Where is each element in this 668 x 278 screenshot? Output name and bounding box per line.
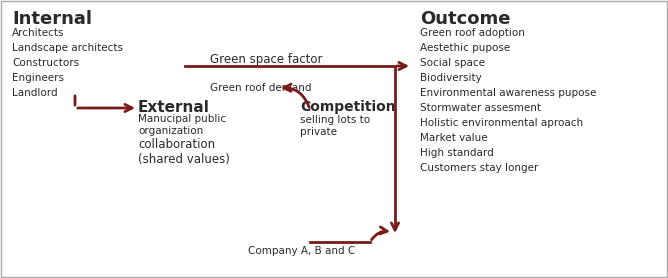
Text: External: External: [138, 100, 210, 115]
Text: Customers stay longer: Customers stay longer: [420, 163, 538, 173]
Text: Outcome: Outcome: [420, 10, 510, 28]
Text: selling lots to
private: selling lots to private: [300, 115, 370, 136]
FancyArrowPatch shape: [284, 84, 309, 107]
Text: Aestethic pupose: Aestethic pupose: [420, 43, 510, 53]
Text: Stormwater assesment: Stormwater assesment: [420, 103, 541, 113]
Text: Architects: Architects: [12, 28, 65, 38]
Text: Green roof demand: Green roof demand: [210, 83, 311, 93]
Text: Company A, B and C: Company A, B and C: [248, 246, 355, 256]
Text: High standard: High standard: [420, 148, 494, 158]
Text: collaboration
(shared values): collaboration (shared values): [138, 138, 230, 166]
Text: Competition: Competition: [300, 100, 395, 114]
Text: Landscape architects: Landscape architects: [12, 43, 123, 53]
FancyArrowPatch shape: [371, 227, 387, 240]
Text: Market value: Market value: [420, 133, 488, 143]
Text: Green space factor: Green space factor: [210, 53, 323, 66]
Text: Manucipal public
organization: Manucipal public organization: [138, 114, 226, 136]
Text: Landlord: Landlord: [12, 88, 57, 98]
Text: Engineers: Engineers: [12, 73, 64, 83]
Text: Environmental awareness pupose: Environmental awareness pupose: [420, 88, 597, 98]
Text: Green roof adoption: Green roof adoption: [420, 28, 525, 38]
Text: Social space: Social space: [420, 58, 485, 68]
Text: Constructors: Constructors: [12, 58, 79, 68]
Text: Biodiversity: Biodiversity: [420, 73, 482, 83]
Text: Internal: Internal: [12, 10, 92, 28]
Text: Holistic environmental aproach: Holistic environmental aproach: [420, 118, 583, 128]
